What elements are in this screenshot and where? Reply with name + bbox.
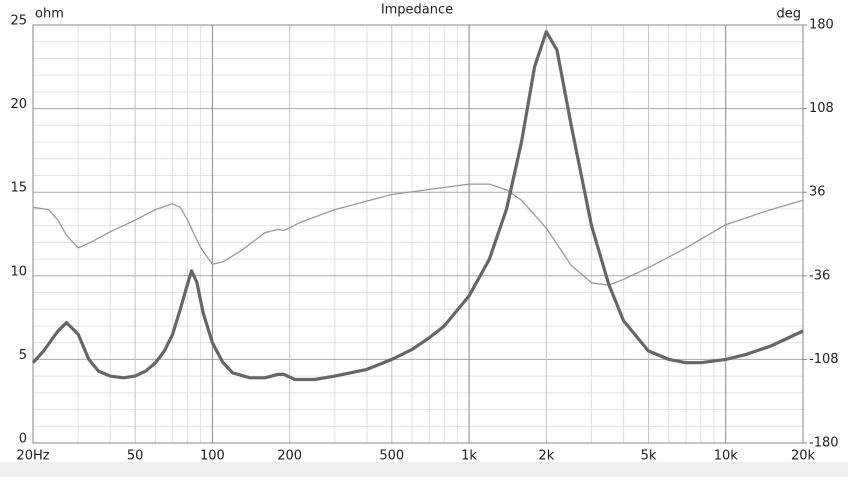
x-tick-label: 20Hz [16,449,49,464]
y-tick-label: 20 [10,97,27,112]
series-line [31,30,804,382]
y-axis-label: ohm [35,7,64,22]
y-tick-label: 15 [10,181,27,196]
x-tick-label: 500 [379,449,404,464]
footer-strip [0,462,848,477]
x-tick-label: 50 [127,449,144,464]
y-tick-label: 25 [10,14,27,29]
plot-area [33,25,803,443]
x-tick-label: 1k [461,449,477,464]
x-tick-label: 5k [641,449,657,464]
x-tick-label: 10k [714,449,739,464]
y-tick-label: 5 [19,348,27,363]
y2-tick-label: -108 [809,352,839,367]
x-tick-label: 100 [200,449,225,464]
y-tick-label: 10 [10,264,27,279]
y2-axis-label: deg [776,7,801,22]
y2-tick-label: -36 [809,268,830,283]
y2-tick-label: 180 [809,18,834,33]
x-tick-label: 2k [538,449,554,464]
y2-tick-label: 108 [809,101,834,116]
x-tick-label: 20k [791,449,816,464]
series-line [32,183,804,286]
y2-tick-label: -180 [809,436,839,451]
plot-frame [32,24,804,444]
y2-tick-label: 36 [809,185,826,200]
chart-title: Impedance [381,3,453,18]
y-tick-label: 0 [19,432,27,447]
x-tick-label: 200 [277,449,302,464]
